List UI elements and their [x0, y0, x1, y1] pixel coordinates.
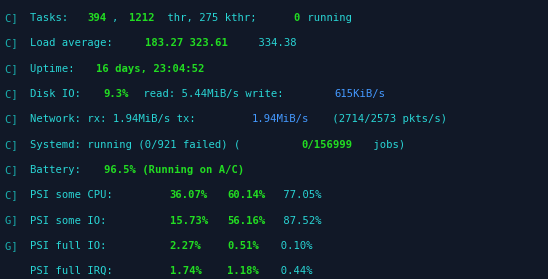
- Text: read: 5.44MiB/s write:: read: 5.44MiB/s write:: [137, 89, 290, 99]
- Text: PSI some IO:: PSI some IO:: [30, 216, 138, 226]
- Text: 60.14%: 60.14%: [227, 190, 266, 200]
- Text: 15.73%: 15.73%: [170, 216, 208, 226]
- Text: PSI full IRQ:: PSI full IRQ:: [30, 266, 138, 276]
- Text: 36.07%: 36.07%: [170, 190, 208, 200]
- Text: (2714/2573 pkts/s): (2714/2573 pkts/s): [326, 114, 447, 124]
- Text: running: running: [301, 13, 352, 23]
- Text: PSI some CPU:: PSI some CPU:: [30, 190, 138, 200]
- Text: 1.18%: 1.18%: [227, 266, 259, 276]
- Text: 0: 0: [293, 13, 299, 23]
- Text: Network: rx: 1.94MiB/s tx:: Network: rx: 1.94MiB/s tx:: [30, 114, 202, 124]
- Text: Tasks:: Tasks:: [30, 13, 75, 23]
- Text: C]: C]: [5, 64, 24, 74]
- Text: G]: G]: [5, 241, 24, 251]
- Text: PSI full IO:: PSI full IO:: [30, 241, 138, 251]
- Text: C]: C]: [5, 190, 24, 200]
- Text: 183.27 323.61: 183.27 323.61: [145, 38, 228, 48]
- Text: 334.38: 334.38: [252, 38, 296, 48]
- Text: 1212: 1212: [129, 13, 154, 23]
- Text: C]: C]: [5, 13, 24, 23]
- Text: 0/156999: 0/156999: [301, 140, 352, 150]
- Text: C]: C]: [5, 38, 24, 48]
- Text: Uptime:: Uptime:: [30, 64, 81, 74]
- Text: 1.74%: 1.74%: [170, 266, 202, 276]
- Text: jobs): jobs): [367, 140, 406, 150]
- Text: 87.52%: 87.52%: [277, 216, 321, 226]
- Text: 0.10%: 0.10%: [269, 241, 313, 251]
- Text: ,: ,: [112, 13, 125, 23]
- Text: C]: C]: [5, 165, 24, 175]
- Text: 56.16%: 56.16%: [227, 216, 266, 226]
- Text: 96.5% (Running on A/C): 96.5% (Running on A/C): [104, 165, 244, 175]
- Text: 394: 394: [88, 13, 106, 23]
- Text: Systemd: running (0/921 failed) (: Systemd: running (0/921 failed) (: [30, 140, 240, 150]
- Text: thr, 275 kthr;: thr, 275 kthr;: [162, 13, 264, 23]
- Text: C]: C]: [5, 89, 24, 99]
- Text: Battery:: Battery:: [30, 165, 87, 175]
- Text: 0.44%: 0.44%: [269, 266, 313, 276]
- Text: G]: G]: [5, 216, 24, 226]
- Text: 2.27%: 2.27%: [170, 241, 202, 251]
- Text: C]: C]: [5, 140, 24, 150]
- Text: 9.3%: 9.3%: [104, 89, 129, 99]
- Text: 77.05%: 77.05%: [277, 190, 321, 200]
- Text: 16 days, 23:04:52: 16 days, 23:04:52: [96, 64, 204, 74]
- Text: Load average:: Load average:: [30, 38, 119, 48]
- Text: 1.94MiB/s: 1.94MiB/s: [252, 114, 309, 124]
- Text: 615KiB/s: 615KiB/s: [334, 89, 385, 99]
- Text: C]: C]: [5, 114, 24, 124]
- Text: Disk IO:: Disk IO:: [30, 89, 87, 99]
- Text: 0.51%: 0.51%: [227, 241, 259, 251]
